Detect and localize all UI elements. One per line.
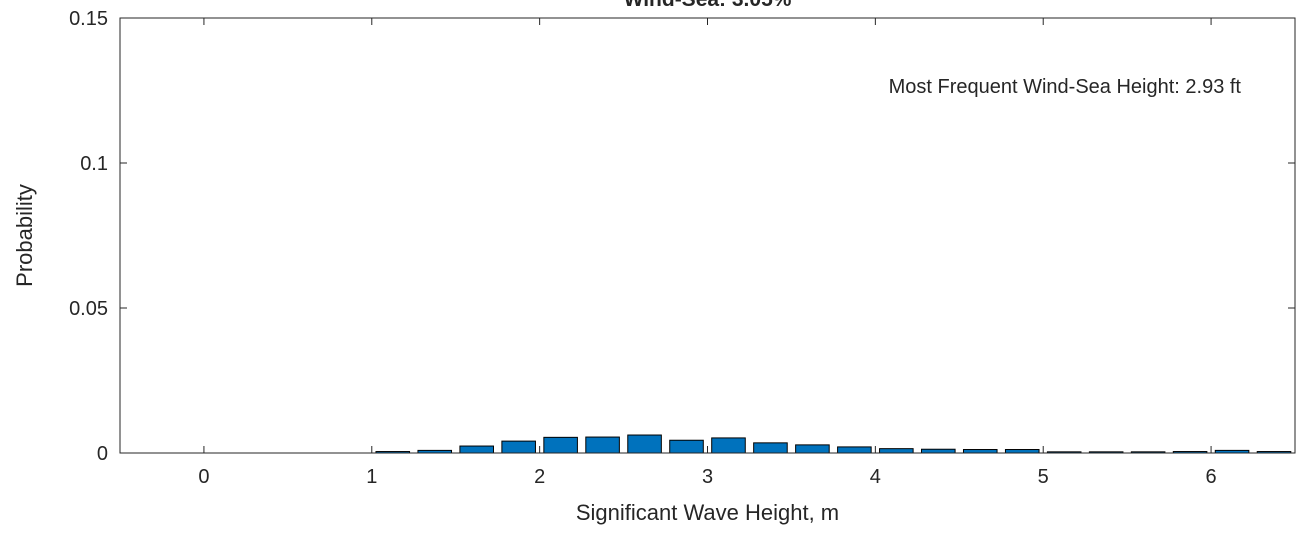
- bars-group: [375, 434, 1292, 454]
- y-tick-label: 0.15: [69, 8, 108, 30]
- plot-frame: [119, 17, 1296, 454]
- bar: [795, 444, 830, 454]
- x-tick-label: 5: [1038, 466, 1049, 488]
- bar: [501, 440, 536, 454]
- bar: [879, 448, 914, 454]
- x-tick-label: 4: [870, 466, 881, 488]
- ticks-group: 0 1 2 3 4 5 6 0 0.05 0.1 0.15: [69, 8, 1295, 488]
- bar: [585, 436, 620, 454]
- x-tick-label: 6: [1206, 466, 1217, 488]
- most-frequent-annotation: Most Frequent Wind-Sea Height: 2.93 ft: [889, 76, 1242, 98]
- bar: [753, 442, 788, 454]
- bar: [962, 449, 998, 454]
- bar: [669, 439, 704, 454]
- bar: [921, 448, 956, 454]
- chart-title: Wind-Sea: 3.05%: [624, 0, 792, 11]
- y-tick-label: 0.05: [69, 298, 108, 320]
- y-tick-label: 0.1: [80, 153, 108, 175]
- bar: [627, 434, 662, 454]
- bar: [543, 436, 578, 454]
- bar: [711, 437, 746, 454]
- y-tick-label: 0: [97, 443, 108, 465]
- bar: [1004, 449, 1040, 454]
- x-tick-label: 1: [366, 466, 377, 488]
- bar: [459, 445, 494, 454]
- y-axis-label: Probability: [12, 184, 37, 287]
- bar: [837, 446, 872, 454]
- x-tick-label: 2: [534, 466, 545, 488]
- x-axis-label: Significant Wave Height, m: [576, 500, 839, 525]
- x-tick-label: 3: [702, 466, 713, 488]
- x-tick-label: 0: [198, 466, 209, 488]
